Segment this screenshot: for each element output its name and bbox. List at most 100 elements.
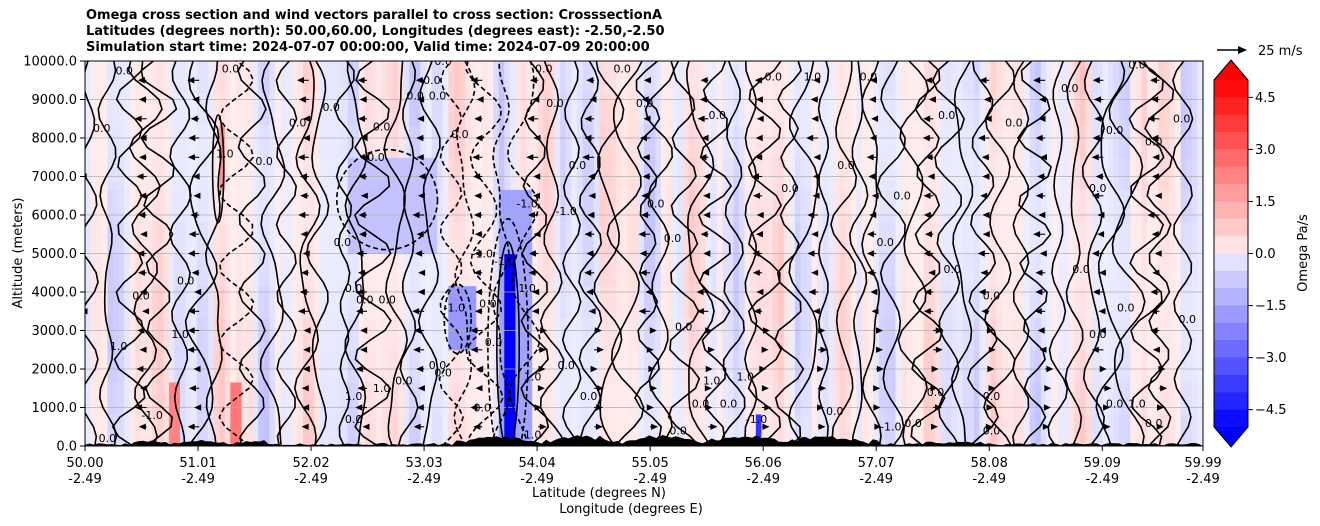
wind-vector-head: [588, 308, 596, 315]
omega-cell: [694, 125, 701, 158]
omega-cell: [817, 285, 824, 319]
omega-cell: [990, 61, 997, 94]
omega-cell: [448, 157, 455, 190]
wind-vector-head: [759, 365, 767, 373]
omega-cell: [280, 61, 287, 94]
omega-cell: [381, 221, 388, 255]
colorbar-segment: [1214, 166, 1248, 185]
omega-cell: [1068, 381, 1075, 415]
omega-cell: [487, 125, 494, 158]
omega-cell: [940, 189, 947, 222]
omega-cell: [599, 221, 606, 255]
omega-cell: [867, 221, 874, 255]
omega-cell: [1102, 221, 1109, 255]
omega-cell: [638, 317, 645, 351]
omega-cell: [996, 221, 1003, 255]
omega-cell: [884, 93, 891, 126]
omega-cell: [711, 253, 718, 287]
omega-cell: [230, 157, 237, 190]
omega-cell: [196, 157, 203, 190]
omega-cell: [504, 189, 511, 222]
omega-cell: [873, 317, 880, 351]
omega-cell: [811, 317, 818, 351]
omega-cell: [358, 157, 366, 190]
wind-vector-head: [187, 346, 195, 353]
omega-cell: [828, 61, 835, 94]
x-tick-label-lon: -2.49: [746, 472, 780, 487]
omega-cell: [398, 125, 405, 158]
omega-cell: [621, 221, 628, 255]
omega-cell: [794, 285, 802, 319]
omega-cell: [308, 317, 315, 351]
omega-cell: [476, 253, 483, 287]
contour-label: -1.0: [516, 197, 537, 210]
wind-vector-head: [980, 269, 988, 276]
omega-cell: [767, 413, 774, 446]
omega-cell: [1024, 157, 1031, 190]
omega-cell: [314, 349, 321, 383]
omega-cell: [878, 189, 885, 222]
omega-cell: [878, 61, 885, 94]
omega-cell: [727, 349, 734, 383]
omega-cell: [862, 125, 869, 158]
omega-cell: [576, 381, 584, 415]
omega-cell: [616, 253, 623, 287]
omega-cell: [1197, 189, 1203, 222]
wind-vector-head: [866, 269, 874, 276]
omega-cell: [403, 381, 410, 415]
omega-cell: [800, 317, 807, 351]
omega-cell: [314, 253, 321, 287]
omega-cell: [549, 317, 556, 351]
omega-cell: [716, 61, 723, 94]
omega-cell: [923, 189, 930, 222]
omega-cell: [140, 61, 148, 94]
wind-vector-head: [134, 404, 142, 411]
omega-cell: [627, 221, 634, 255]
omega-cell: [146, 413, 153, 446]
omega-cell: [733, 413, 740, 446]
omega-cell: [878, 381, 885, 415]
contour-line: [336, 148, 439, 251]
omega-cell: [168, 93, 176, 126]
omega-cell: [1175, 381, 1182, 415]
wind-vector-head: [642, 173, 650, 180]
omega-cell: [403, 413, 410, 446]
omega-cell: [124, 93, 131, 126]
wind-vector-head: [868, 173, 876, 180]
omega-cell: [202, 413, 209, 446]
omega-cell: [230, 317, 237, 351]
omega-cell: [347, 413, 354, 446]
omega-cell: [705, 285, 712, 319]
omega-cell: [1152, 157, 1159, 190]
omega-cell: [191, 189, 198, 222]
omega-cell: [610, 253, 617, 287]
omega-cell: [526, 381, 533, 415]
omega-cell: [1108, 253, 1115, 287]
omega-cell: [1085, 189, 1092, 222]
omega-cell: [711, 317, 718, 351]
x-tick-label-lon: -2.49: [859, 472, 893, 487]
omega-cell: [778, 93, 785, 126]
omega-cell: [890, 221, 897, 255]
omega-cell: [442, 221, 449, 255]
contour-label: 0.0: [177, 274, 195, 287]
omega-cell: [476, 285, 483, 319]
omega-cell: [917, 381, 925, 415]
omega-cell: [85, 349, 92, 383]
omega-cell: [493, 221, 500, 255]
omega-cell: [532, 125, 539, 158]
wind-vector-head: [474, 250, 482, 257]
omega-cell: [498, 93, 505, 126]
omega-cell: [839, 93, 846, 126]
omega-cell: [263, 125, 271, 158]
wind-vector-head: [649, 327, 657, 334]
omega-cell: [532, 317, 539, 351]
omega-cell: [727, 61, 734, 94]
omega-cell: [1046, 61, 1053, 94]
omega-cell: [694, 93, 701, 126]
omega-cell: [90, 61, 97, 94]
omega-cell: [1012, 61, 1020, 94]
contour-line: [204, 61, 223, 446]
wind-vector-head: [756, 211, 764, 219]
omega-cell: [235, 349, 243, 383]
